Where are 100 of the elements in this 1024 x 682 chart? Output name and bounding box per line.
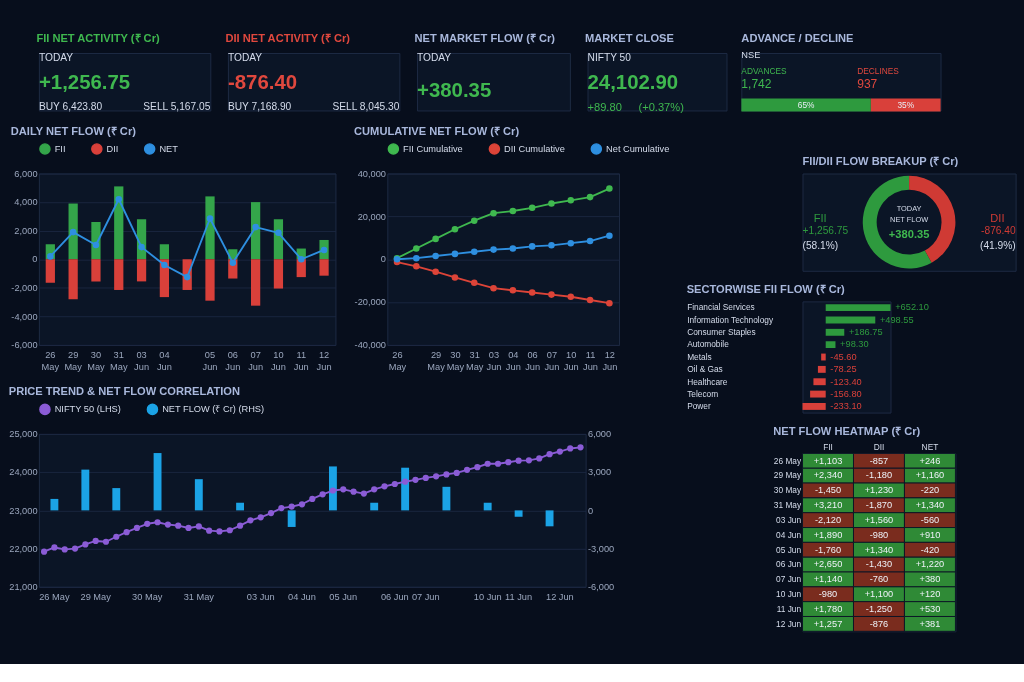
point — [470, 248, 478, 256]
x-tick-label: 07 Jun — [248, 350, 264, 372]
bar — [205, 259, 215, 301]
point — [252, 223, 259, 231]
point — [548, 242, 555, 249]
text: TODAY — [417, 52, 452, 64]
text: +380.35 — [417, 78, 492, 101]
x-tick-label: 26 May — [388, 350, 407, 372]
y2-tick-label: -3,000 — [587, 543, 615, 554]
point — [413, 254, 420, 262]
y-tick-label: 24,000 — [9, 467, 38, 478]
text: NET MARKET FLOW (₹ Cr) — [414, 32, 556, 45]
x-tick-label: 12 Jun — [545, 592, 574, 603]
y-tick-label: Telecom — [687, 388, 719, 399]
data-label: -857 — [869, 455, 889, 466]
text: SELL 8,045.30 — [332, 100, 400, 112]
point — [350, 488, 357, 495]
data-label: +98.30 — [840, 339, 869, 350]
x-tick-label: 04 Jun — [156, 350, 172, 372]
data-label: +1,780 — [813, 603, 843, 614]
x-tick-label: 06 Jun — [225, 350, 241, 372]
bar — [159, 244, 169, 260]
bar — [112, 488, 121, 511]
point — [567, 445, 574, 452]
point — [69, 228, 77, 236]
point — [567, 239, 575, 247]
text: NIFTY 50 — [587, 52, 632, 64]
bar — [68, 203, 78, 260]
x-tick-label: 06 Jun — [525, 350, 541, 372]
bar — [545, 510, 554, 527]
x-tick-label: 12 Jun — [602, 350, 618, 372]
data-label: +1,560 — [864, 514, 894, 525]
text: SELL 5,167.05 — [143, 100, 211, 112]
y-tick-label: 31 May — [773, 500, 802, 511]
point — [432, 473, 440, 480]
y-tick-label: -40,000 — [354, 340, 386, 351]
y-tick-label: Metals — [687, 351, 712, 362]
y-tick-label: 06 Jun — [776, 559, 802, 570]
data-label: -220 — [920, 485, 940, 496]
point — [470, 217, 478, 224]
point — [92, 241, 100, 249]
point — [206, 215, 214, 222]
bar — [91, 259, 101, 282]
point — [490, 284, 497, 292]
data-label: -123.40 — [830, 376, 862, 387]
data-label: -156.80 — [830, 388, 862, 399]
bar — [194, 479, 203, 511]
point — [432, 235, 439, 243]
y-tick-label: Consumer Staples — [687, 327, 756, 338]
bar — [114, 186, 124, 260]
point — [113, 533, 120, 540]
point — [577, 444, 584, 451]
point — [40, 548, 48, 555]
x-tick-label: NET — [921, 442, 939, 453]
point — [329, 487, 337, 494]
data-label: +3,210 — [813, 500, 843, 511]
point — [567, 293, 575, 301]
x-tick-label: 04 Jun — [505, 350, 521, 372]
point — [567, 197, 575, 204]
data-label: +2,650 — [813, 559, 843, 570]
y-tick-label: 0 — [380, 254, 386, 265]
y-tick-label: 40,000 — [357, 168, 386, 179]
point — [216, 528, 223, 535]
point — [528, 204, 536, 212]
point — [451, 274, 459, 281]
data-label: +1,100 — [864, 589, 894, 600]
bar — [483, 502, 492, 511]
point — [185, 524, 192, 532]
text: MARKET CLOSE — [584, 32, 674, 45]
point — [123, 529, 130, 536]
point — [391, 480, 398, 488]
text: TODAY — [227, 52, 263, 64]
y-tick-label: 12 Jun — [776, 618, 802, 629]
y-tick-label: -6,000 — [11, 340, 38, 351]
point — [360, 490, 367, 497]
text: ADVANCES — [741, 66, 787, 77]
point — [451, 225, 459, 233]
bar — [45, 259, 55, 283]
point — [164, 521, 171, 528]
chart-title: PRICE TREND & NET FLOW CORRELATION — [8, 385, 240, 398]
y-tick-label: 26 May — [773, 455, 802, 466]
point — [226, 527, 233, 534]
point — [451, 250, 459, 258]
x-tick-label: 31 May — [110, 350, 128, 372]
legend-label: FII Cumulative — [403, 143, 463, 154]
data-label: -760 — [869, 574, 889, 585]
point — [144, 520, 151, 527]
y-tick-label: 25,000 — [9, 429, 38, 440]
point — [247, 517, 254, 524]
point — [229, 259, 237, 267]
bar — [825, 304, 891, 312]
y-tick-label: 30 May — [773, 485, 802, 496]
x-tick-label: 05 Jun — [202, 350, 218, 372]
x-tick-label: 10 Jun — [563, 350, 579, 372]
text: -876.40 — [981, 224, 1016, 236]
point — [71, 545, 79, 552]
point — [297, 255, 305, 263]
point — [536, 455, 543, 462]
point — [509, 245, 517, 252]
chart-title: FII/DII FLOW BREAKUP (₹ Cr) — [802, 155, 959, 168]
